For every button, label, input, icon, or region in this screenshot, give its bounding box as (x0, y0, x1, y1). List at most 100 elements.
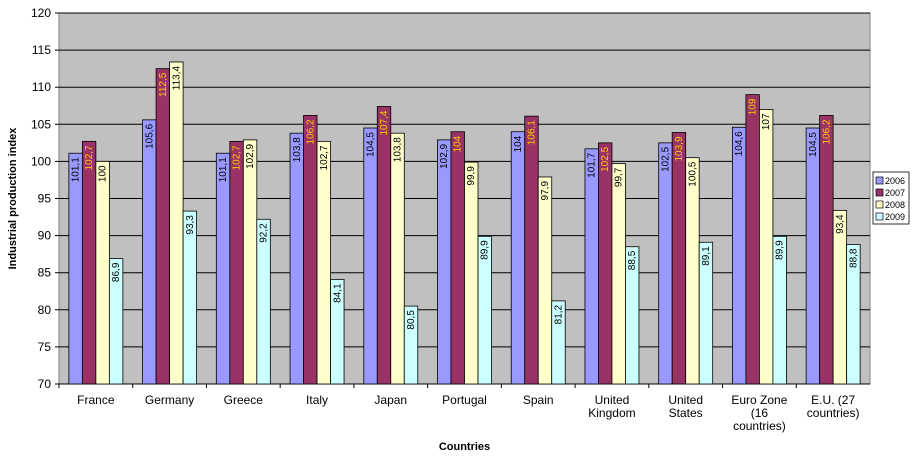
bar-2006 (289, 132, 304, 385)
bar-2007 (745, 94, 760, 385)
data-label: 112,5 (158, 72, 169, 97)
legend-label: 2007 (885, 188, 905, 198)
data-label: 104 (513, 135, 524, 152)
bar-2006 (510, 131, 526, 385)
data-label: 99,9 (466, 166, 477, 186)
bar-2009 (846, 244, 861, 385)
bar-2008 (759, 109, 774, 385)
x-category-label: Japan (374, 393, 407, 407)
legend-swatch (875, 212, 884, 221)
bar-2007 (81, 140, 97, 385)
data-label: 89,1 (701, 246, 712, 266)
y-tick-label: 110 (32, 80, 51, 94)
data-label: 102,9 (245, 143, 256, 168)
legend-label: 2006 (885, 176, 905, 186)
data-label: 93,3 (185, 215, 196, 235)
data-label: 106,2 (305, 119, 316, 144)
y-tick-label: 100 (31, 154, 51, 168)
bar-2008 (685, 157, 700, 385)
data-label: 103,8 (393, 137, 404, 162)
y-tick-label: 115 (32, 43, 51, 57)
x-category-label: United Kingdom (588, 393, 635, 420)
data-label: 88,8 (848, 248, 859, 268)
data-label: 80,5 (406, 310, 417, 330)
data-label: 88,5 (627, 250, 638, 270)
legend-swatch (875, 200, 884, 209)
bar-2007 (819, 114, 834, 385)
bar-2007 (376, 106, 392, 385)
legend-label: 2009 (885, 212, 905, 222)
x-axis-title: Countries (439, 441, 490, 453)
bar-2006 (68, 152, 83, 385)
data-label: 81,2 (553, 304, 564, 324)
bar-2006 (732, 126, 747, 385)
bar-2008 (537, 176, 553, 385)
data-label: 104,5 (366, 132, 377, 157)
y-axis-ticks: 70 75 80 85 90 95 100 105 110 115 120 (31, 6, 59, 391)
legend-label: 2008 (885, 200, 905, 210)
legend: 2006 2007 2008 2009 (872, 171, 910, 225)
data-label: 105,6 (144, 123, 155, 148)
bar-2006 (215, 152, 231, 385)
data-label: 109 (748, 98, 759, 115)
data-label: 104,6 (734, 131, 745, 156)
data-label: 103,9 (674, 136, 685, 161)
y-axis-title: Industrial production index (7, 127, 19, 270)
data-label: 89,9 (775, 240, 786, 260)
bar-2009 (108, 258, 124, 385)
data-label: 92,2 (259, 223, 270, 243)
y-tick-label: 70 (38, 377, 52, 391)
y-tick-label: 75 (38, 340, 52, 354)
data-label: 102,7 (319, 145, 330, 170)
data-label: 99,7 (614, 167, 625, 187)
data-label: 106,2 (821, 119, 832, 144)
x-category-label: Spain (523, 393, 554, 407)
data-label: 104 (453, 135, 464, 152)
x-category-label: E.U. (27 countries) (807, 393, 860, 420)
bar-2009 (772, 235, 787, 385)
bar-2007 (155, 68, 170, 385)
x-category-label: United States (668, 393, 703, 420)
x-category-label: Portugal (442, 393, 487, 407)
x-category-label: Italy (306, 393, 328, 407)
y-tick-label: 85 (38, 266, 52, 280)
data-label: 102,9 (439, 143, 450, 168)
data-label: 84,1 (332, 283, 343, 303)
y-tick-label: 120 (31, 6, 51, 20)
bar-2009 (477, 235, 492, 385)
data-label: 101,1 (71, 157, 82, 182)
x-category-label: France (77, 393, 115, 407)
bar-2006 (142, 119, 157, 385)
bar-2008 (611, 163, 626, 385)
data-label: 107,4 (379, 110, 390, 135)
data-label: 86,9 (111, 262, 122, 282)
bar-2007 (524, 115, 539, 385)
bar-2006 (363, 127, 378, 385)
bar-2006 (658, 142, 673, 385)
bar-2009 (256, 218, 271, 385)
bar-2007 (303, 114, 318, 385)
bar-2007 (598, 142, 613, 385)
data-label: 101,1 (218, 157, 229, 182)
x-category-label: Greece (224, 393, 264, 407)
data-label: 104,5 (808, 132, 819, 157)
bar-2008 (169, 61, 184, 385)
y-tick-label: 90 (38, 229, 52, 243)
bar-2009 (698, 241, 714, 385)
bar-2006 (584, 148, 599, 385)
bar-2009 (182, 210, 197, 385)
data-label: 102,7 (84, 145, 95, 170)
data-label: 101,7 (587, 152, 598, 177)
y-tick-label: 95 (38, 192, 52, 206)
x-category-label: Euro Zone (16 countries) (731, 393, 787, 433)
bar-2008 (242, 139, 258, 385)
legend-swatch (875, 188, 884, 197)
bar-2008 (832, 209, 848, 385)
x-axis-categories: France Germany Greece Italy Japan Portugal Spa… (58, 384, 860, 433)
data-label: 93,4 (835, 214, 846, 234)
legend-swatch (875, 176, 884, 185)
data-label: 102,7 (232, 145, 243, 170)
bar-2009 (551, 300, 566, 385)
